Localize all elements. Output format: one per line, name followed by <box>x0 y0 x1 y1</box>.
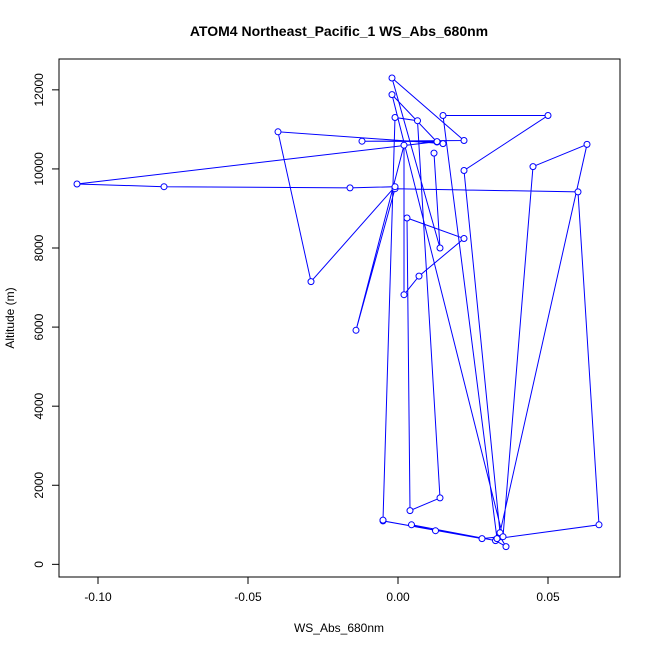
data-point <box>436 494 444 502</box>
data-point <box>460 167 468 174</box>
data-point <box>400 141 408 149</box>
data-point <box>160 183 168 191</box>
data-point <box>274 128 282 136</box>
data-point <box>433 138 441 146</box>
y-tick-label: 10000 <box>32 152 46 186</box>
data-point <box>391 183 399 191</box>
series-line <box>76 76 600 548</box>
series-layer <box>73 74 603 551</box>
y-tick-label: 4000 <box>32 393 46 420</box>
x-tick-label: 0.00 <box>386 590 410 604</box>
y-axis-label: Altitude (m) <box>3 287 17 348</box>
data-point <box>388 74 396 82</box>
data-point <box>583 140 591 148</box>
x-tick-label: -0.10 <box>84 590 112 604</box>
x-tick-label: 0.05 <box>536 590 560 604</box>
data-point <box>307 278 315 286</box>
data-point <box>406 507 414 515</box>
data-point <box>415 272 423 280</box>
y-tick-label: 0 <box>32 561 46 568</box>
data-point <box>432 527 439 535</box>
data-point <box>493 535 501 543</box>
data-point <box>478 535 486 543</box>
data-point <box>73 180 81 188</box>
x-axis-label: WS_Abs_680nm <box>294 621 384 635</box>
y-tick-label: 2000 <box>32 472 46 499</box>
data-point <box>352 326 360 334</box>
x-axis: -0.10 -0.05 0.00 0.05 <box>84 576 560 604</box>
data-point <box>388 91 396 99</box>
data-point <box>403 214 411 222</box>
data-point <box>346 184 354 192</box>
data-point <box>400 291 408 299</box>
data-point <box>430 149 438 157</box>
data-point <box>436 244 444 252</box>
data-point <box>574 188 582 196</box>
data-point <box>439 112 447 119</box>
x-tick-label: -0.05 <box>234 590 262 604</box>
data-point <box>460 235 468 242</box>
data-point <box>502 543 510 551</box>
data-point <box>391 114 399 121</box>
data-point <box>544 112 552 119</box>
data-point <box>529 163 537 171</box>
data-point <box>408 521 415 529</box>
chart-title: ATOM4 Northeast_Pacific_1 WS_Abs_680nm <box>190 23 488 39</box>
data-point <box>358 137 366 145</box>
data-point <box>439 140 447 148</box>
y-axis: 0 2000 4000 6000 8000 10000 12000 <box>32 73 60 568</box>
y-tick-label: 6000 <box>32 313 46 340</box>
data-point <box>460 137 468 144</box>
data-point <box>379 516 387 524</box>
y-tick-label: 8000 <box>32 234 46 261</box>
y-tick-label: 12000 <box>32 73 46 107</box>
data-point <box>414 117 421 125</box>
data-point <box>595 521 603 529</box>
data-point <box>499 533 507 541</box>
